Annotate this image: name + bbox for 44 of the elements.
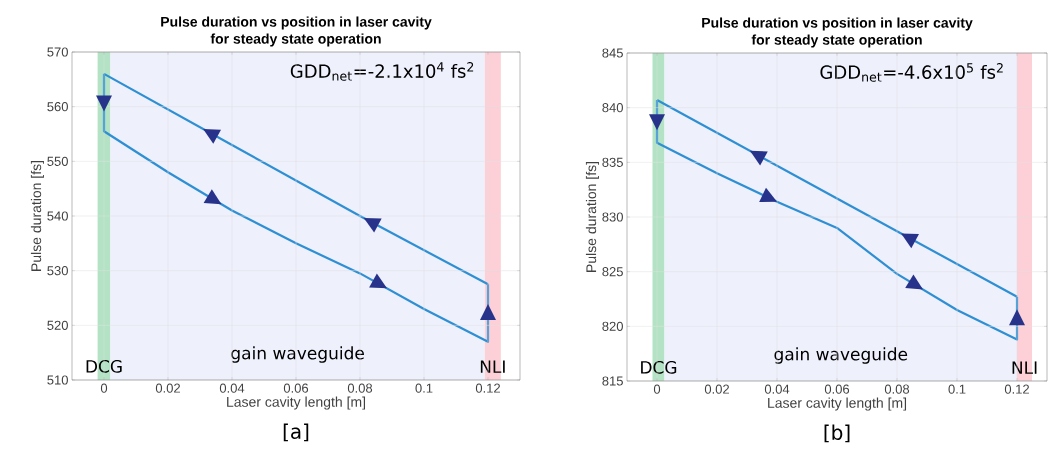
x-tick-label: 0.08 <box>884 384 910 394</box>
x-tick-label: 0.08 <box>347 383 373 393</box>
x-tick-label: 0.04 <box>219 383 245 393</box>
text: [b] <box>824 424 850 443</box>
band-label: DCG <box>641 360 677 374</box>
annotation: GDD$_{net}$=-4.6x10$^{5}$ fs$^{2}$ <box>820 63 1003 82</box>
band-label: NLI <box>1012 361 1037 374</box>
y-tick-label: 560 <box>47 102 68 112</box>
x-tick-label: 0.02 <box>704 384 730 394</box>
y-axis-title: Pulse duration [fs] <box>30 160 44 271</box>
y-tick-label: 530 <box>47 266 68 276</box>
y-tick-label: 830 <box>602 212 623 222</box>
y-tick-label: 540 <box>47 211 68 221</box>
annotation: GDD$_{net}$=-2.1x10$^{4}$ fs$^{2}$ <box>290 62 474 81</box>
x-tick-label: 0.12 <box>1004 384 1030 394</box>
y-axis-title: Pulse duration [fs] <box>585 161 599 272</box>
x-tick-label: 0 <box>100 383 108 393</box>
band-label: NLI <box>480 360 505 373</box>
y-tick-label: 820 <box>602 321 623 331</box>
y-tick-label: 550 <box>47 156 68 166</box>
y-tick-label: 845 <box>602 48 623 58</box>
text: [a] <box>283 423 309 442</box>
x-axis-title: Laser cavity length [m] <box>768 397 907 411</box>
band-label: DCG <box>86 359 122 373</box>
x-tick-label: 0.04 <box>764 384 790 394</box>
x-axis-title: Laser cavity length [m] <box>227 396 366 410</box>
x-tick-label: 0.06 <box>283 383 309 393</box>
y-tick-label: 510 <box>47 375 68 385</box>
x-tick-label: 0.12 <box>475 383 500 393</box>
y-tick-label: 520 <box>47 320 68 330</box>
band-label: gain waveguide <box>231 346 364 363</box>
y-tick-label: 840 <box>602 103 623 113</box>
x-tick-label: 0.1 <box>415 383 433 393</box>
x-tick-label: 0 <box>653 384 661 394</box>
chart-title: Pulse duration vs position in laser cavity for steady state operation <box>702 17 973 48</box>
y-tick-label: 825 <box>602 267 623 277</box>
band-label: gain waveguide <box>774 347 908 364</box>
x-tick-label: 0.06 <box>824 384 850 394</box>
x-tick-label: 0.02 <box>155 383 180 393</box>
chart-title: Pulse duration vs position in laser cavity for steady state operation <box>161 16 432 47</box>
y-tick-label: 835 <box>602 157 623 167</box>
y-tick-label: 815 <box>602 376 623 386</box>
x-tick-label: 0.1 <box>948 384 966 394</box>
y-tick-label: 570 <box>47 47 68 57</box>
